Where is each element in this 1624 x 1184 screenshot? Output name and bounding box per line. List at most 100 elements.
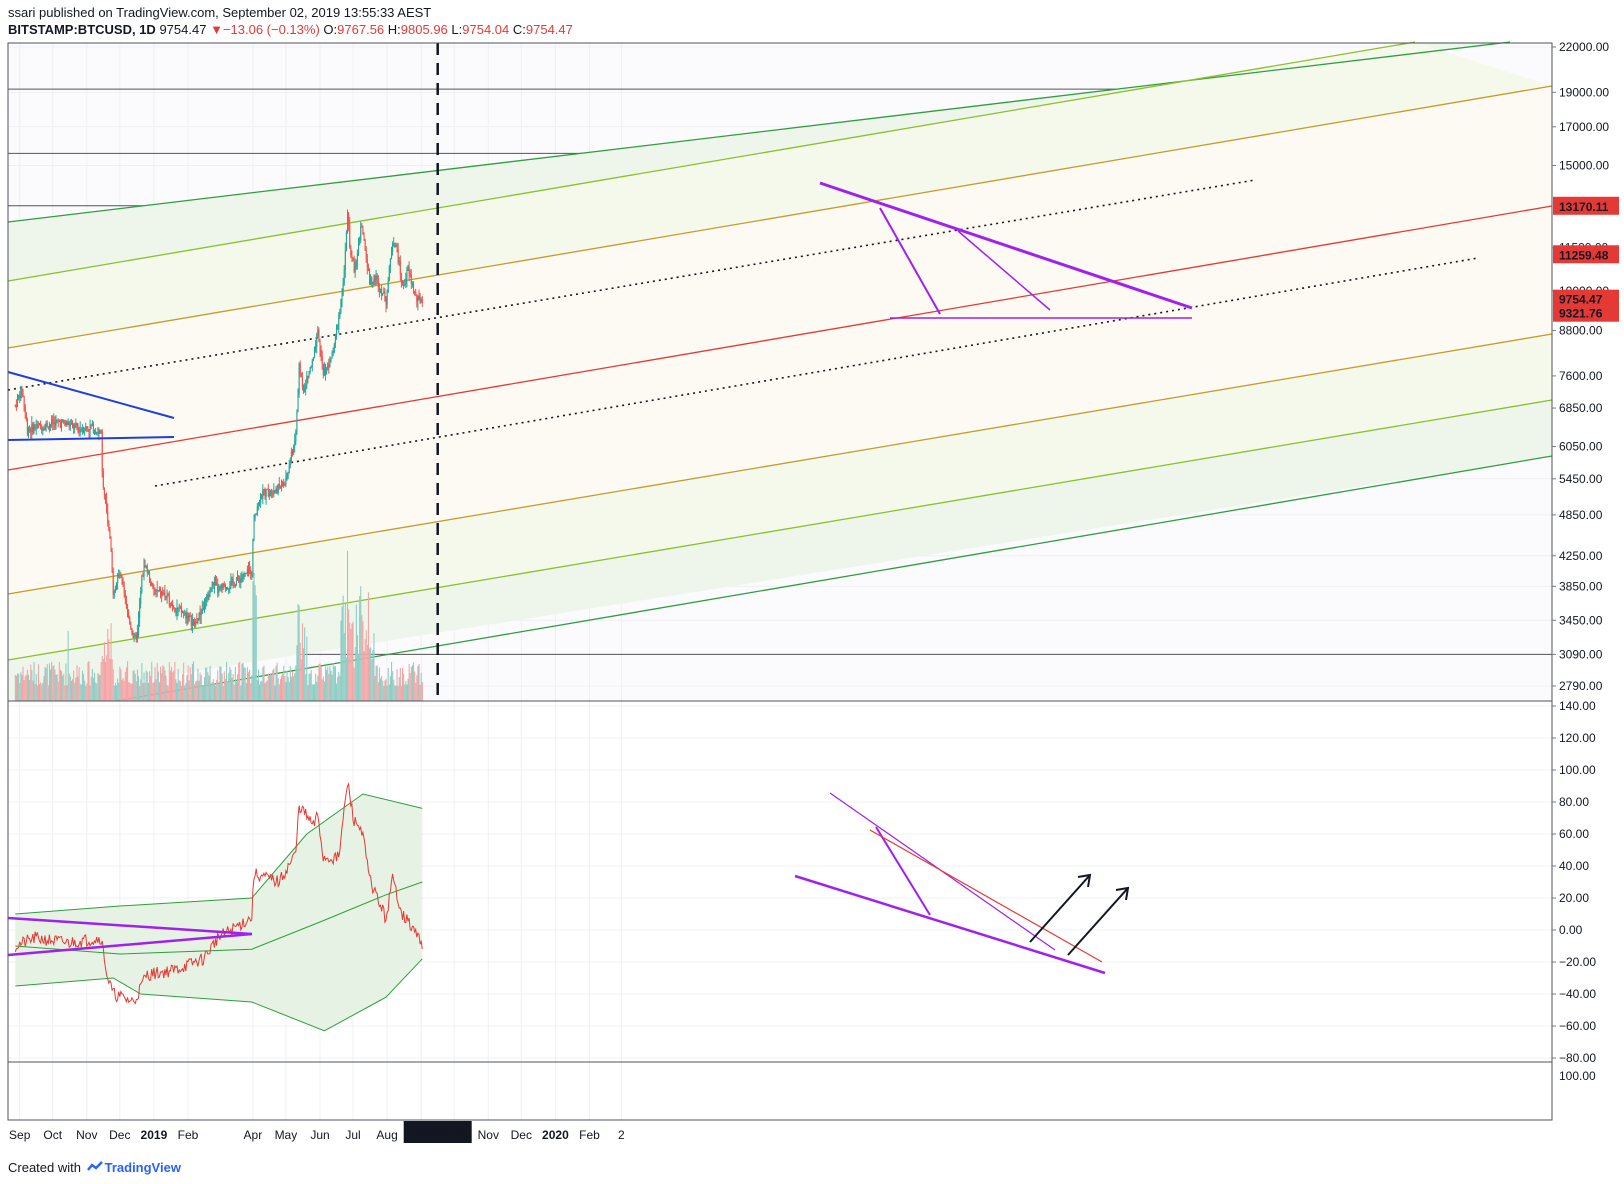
wedge-inner-line [879, 207, 941, 315]
candle-body [275, 489, 277, 491]
volume-bar [147, 682, 149, 701]
candle-body [153, 587, 155, 590]
volume-bar [98, 674, 100, 701]
candle-body [355, 260, 357, 267]
candle-body [150, 581, 152, 586]
candle-body [263, 489, 265, 492]
volume-bar [117, 678, 119, 701]
candle-body [154, 589, 156, 592]
volume-bar [360, 586, 362, 701]
candle-body [117, 577, 119, 583]
time-tick-label: Nov [76, 1128, 97, 1142]
volume-bar [179, 681, 181, 701]
candle-body [339, 312, 341, 319]
candle-body [139, 604, 141, 618]
candle-body [132, 634, 134, 638]
volume-bar [48, 663, 50, 701]
candle-body [120, 574, 122, 577]
volume-bar [254, 585, 256, 701]
candle-body [347, 212, 349, 233]
price-tick-label: 3090.00 [1559, 647, 1603, 661]
osc-trend-upper [7, 916, 253, 936]
volume-bar [413, 662, 415, 701]
candle-body [152, 583, 154, 588]
volume-bar [19, 682, 21, 701]
open-label: O: [323, 22, 338, 37]
volume-bar [88, 661, 90, 701]
volume-bar [224, 679, 226, 701]
candle-body [18, 395, 20, 398]
low-value: 9754.04 [462, 22, 510, 37]
volume-bar [394, 685, 396, 701]
candle-body [187, 615, 189, 621]
candle-body [371, 277, 373, 284]
candle-body [378, 287, 380, 290]
candle-body [312, 357, 314, 361]
candle-body [239, 578, 241, 583]
candle-body [189, 615, 191, 617]
candle-body [370, 277, 372, 285]
candle-body [213, 581, 215, 586]
candle-body [29, 429, 31, 431]
candle-body [327, 363, 329, 370]
volume-bar [32, 680, 34, 701]
high-value: 9805.96 [400, 22, 448, 37]
candle-body [262, 489, 264, 499]
candle-body [65, 421, 67, 425]
volume-bar [201, 685, 203, 701]
candle-body [316, 336, 318, 348]
candle-body [36, 424, 38, 428]
volume-bar [208, 675, 210, 701]
volume-bar [75, 677, 77, 701]
volume-bar [421, 682, 423, 701]
candle-body [264, 491, 266, 497]
volume-bar [65, 663, 67, 701]
volume-bar [217, 670, 219, 701]
candle-body [265, 488, 267, 497]
candle-body [288, 465, 290, 473]
volume-bar [205, 667, 207, 701]
candle-body [171, 603, 173, 606]
candle-body [352, 257, 354, 262]
price-tick-label: 22000.00 [1559, 40, 1609, 54]
volume-bar [149, 671, 151, 701]
volume-bar [34, 683, 36, 701]
volume-bar [328, 674, 330, 701]
volume-bar [85, 685, 87, 701]
volume-bar [418, 663, 420, 701]
candle-body [281, 481, 283, 488]
candle-body [286, 476, 288, 478]
volume-bar [180, 685, 182, 701]
volume-bar [317, 675, 319, 701]
candle-body [79, 429, 81, 433]
volume-bar [83, 673, 85, 701]
volume-bar [209, 665, 211, 701]
volume-bar [303, 648, 305, 701]
arrow-head-icon [1115, 886, 1130, 901]
volume-bar [146, 672, 148, 701]
candle-body [140, 591, 142, 605]
volume-bar [47, 685, 49, 701]
candle-body [143, 565, 145, 577]
volume-bar [206, 667, 208, 701]
volume-bar [95, 682, 97, 701]
candle-body [123, 586, 125, 594]
candle-body [156, 589, 158, 591]
candle-body [382, 293, 384, 296]
candle-body [366, 258, 368, 268]
candle-body [185, 613, 187, 619]
candle-body [196, 621, 198, 623]
volume-bar [62, 675, 64, 701]
candle-body [193, 621, 195, 623]
candle-body [173, 607, 175, 609]
candle-body [182, 611, 184, 613]
candle-body [84, 430, 86, 433]
volume-bar [21, 674, 23, 701]
volume-bar [89, 685, 91, 701]
candle-body [112, 570, 114, 595]
volume-bar [238, 662, 240, 701]
candle-body [108, 522, 110, 529]
volume-bar [232, 674, 234, 701]
candle-body [303, 386, 305, 392]
